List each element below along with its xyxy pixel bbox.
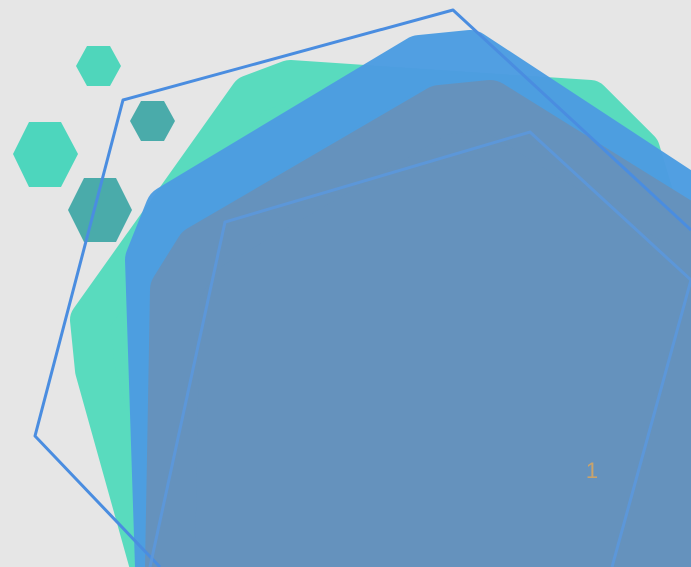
page-number: 1 <box>586 458 598 483</box>
slide: 1 <box>0 0 691 567</box>
